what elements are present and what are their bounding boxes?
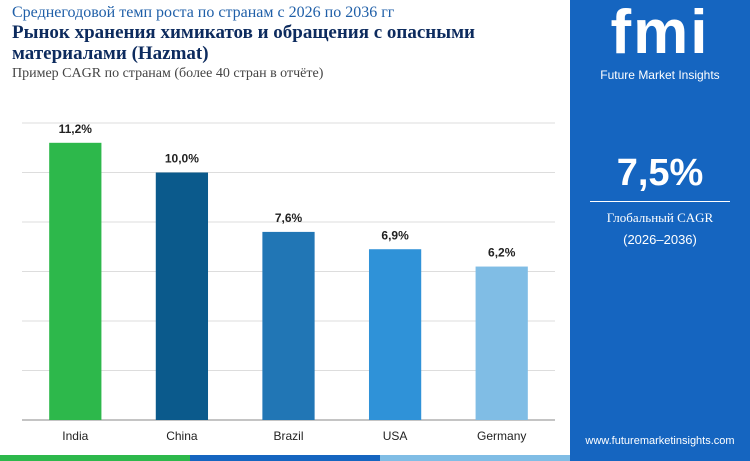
divider — [590, 201, 730, 202]
x-tick-label: India — [62, 429, 88, 443]
bar — [49, 142, 102, 421]
supertitle: Среднегодовой темп роста по странам с 20… — [12, 4, 395, 21]
header: Среднегодовой темп роста по странам с 20… — [12, 4, 557, 82]
x-tick-label: Germany — [477, 429, 526, 443]
bar — [155, 172, 209, 420]
brand-name: Future Market Insights — [600, 68, 720, 82]
value-label: 10,0% — [165, 152, 199, 166]
bar — [262, 231, 315, 420]
bar — [475, 266, 528, 420]
global-label: Глобальный CAGR — [606, 210, 714, 225]
value-label: 6,2% — [488, 246, 516, 260]
value-label: 11,2% — [59, 122, 93, 136]
x-tick-label: USA — [383, 429, 408, 443]
footer-stripe — [190, 455, 380, 461]
period: (2026–2036) — [623, 232, 697, 247]
bar — [368, 249, 422, 420]
footer-stripe — [0, 455, 190, 461]
chart-title: Рынок хранения химикатов и обращения с о… — [12, 22, 475, 64]
value-label: 6,9% — [381, 228, 409, 242]
x-tick-label: China — [166, 429, 198, 443]
footer-stripe — [380, 455, 570, 461]
brand-logo: fmi — [610, 0, 710, 67]
subtitle: Пример CAGR по странам (более 40 стран в… — [12, 66, 324, 81]
website: www.futuremarketinsights.com — [585, 435, 735, 447]
value-label: 7,6% — [275, 211, 303, 225]
global-value: 7,5% — [616, 152, 704, 194]
chart: India 11,2% China 10,0% Brazil 7,6% USA 6,9% Ger… — [0, 122, 570, 461]
sidebar: fmi Future Market Insights 7,5% Глобальн… — [570, 0, 750, 461]
x-tick-label: Brazil — [273, 429, 303, 443]
